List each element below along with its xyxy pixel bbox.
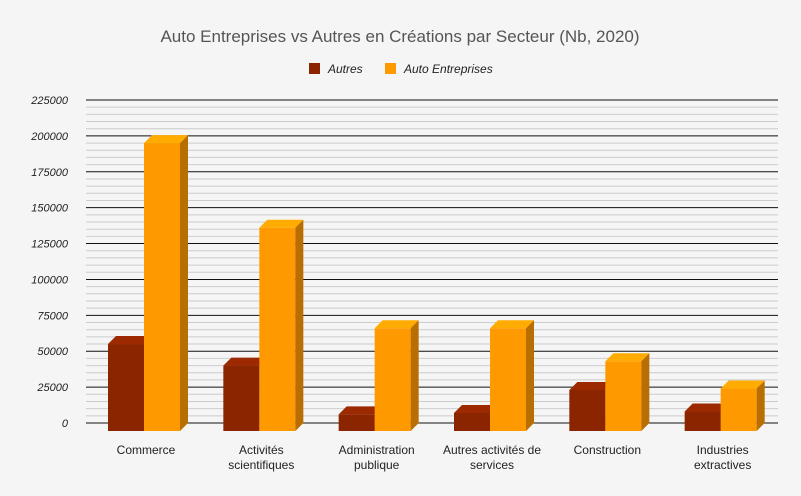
bar-top	[374, 320, 419, 329]
category-label: Construction	[574, 443, 641, 457]
bar-top	[108, 336, 152, 345]
category-label: Administration publique	[339, 443, 415, 472]
bar-front	[490, 328, 526, 431]
bar-top	[684, 403, 729, 412]
bar-front	[720, 388, 757, 431]
bar-top	[490, 320, 534, 329]
y-tick-label: 100000	[31, 274, 69, 286]
category-label: Industries extractives	[694, 443, 751, 472]
y-tick-label: 225000	[30, 95, 69, 107]
bar-top	[569, 381, 614, 390]
y-tick-label: 150000	[31, 203, 69, 215]
bar-side	[756, 380, 765, 431]
bar-side	[180, 135, 188, 432]
gridlines	[86, 99, 778, 424]
category-label: Autres activités de services	[443, 443, 541, 472]
y-tick-label: 75000	[37, 310, 68, 322]
x-axis-categories: Commerce Activités scientifiques Administra…	[117, 443, 752, 472]
bar-side	[641, 353, 650, 431]
bar-top	[144, 135, 188, 144]
bar-front	[605, 361, 642, 431]
bar-front	[338, 414, 375, 431]
bar	[144, 135, 188, 432]
y-tick-label: 0	[62, 418, 69, 430]
bar-top	[720, 380, 765, 389]
y-tick-label: 175000	[31, 167, 69, 179]
y-tick-label: 50000	[37, 346, 68, 358]
bar	[720, 380, 765, 431]
legend-label-autres: Autres	[327, 62, 363, 76]
y-tick-label: 200000	[30, 131, 69, 143]
category-label: Commerce	[117, 443, 176, 457]
bar	[490, 320, 534, 431]
bar-side	[526, 320, 534, 431]
bar-side	[295, 219, 304, 431]
bar-front	[223, 365, 260, 431]
bar-top	[259, 219, 304, 228]
bar-top	[223, 357, 268, 366]
bar-front	[454, 412, 490, 431]
bar-top	[454, 404, 498, 413]
legend-swatch-autres	[309, 63, 320, 74]
bar-front	[684, 411, 721, 431]
y-axis-ticks: 0 25000 50000 75000 100000 125000 150000 175000…	[30, 95, 69, 430]
y-tick-label: 25000	[36, 382, 68, 394]
bar-front	[259, 227, 296, 431]
legend-swatch-auto-entreprises	[385, 63, 396, 74]
y-tick-label: 125000	[31, 239, 69, 251]
bar	[259, 219, 304, 431]
chart-title: Auto Entreprises vs Autres en Créations …	[160, 27, 639, 46]
bar-top	[605, 353, 650, 362]
bar-front	[374, 328, 411, 431]
bars	[108, 135, 765, 432]
bar-front	[569, 389, 606, 431]
bar	[605, 353, 650, 431]
legend: Autres Auto Entreprises	[309, 62, 493, 76]
legend-label-auto-entreprises: Auto Entreprises	[403, 62, 493, 76]
bar-front	[108, 344, 144, 431]
bar-side	[410, 320, 419, 431]
category-label: Activités scientifiques	[228, 443, 294, 472]
bar-front	[144, 143, 180, 432]
bar-top	[338, 406, 383, 415]
bar	[374, 320, 419, 431]
